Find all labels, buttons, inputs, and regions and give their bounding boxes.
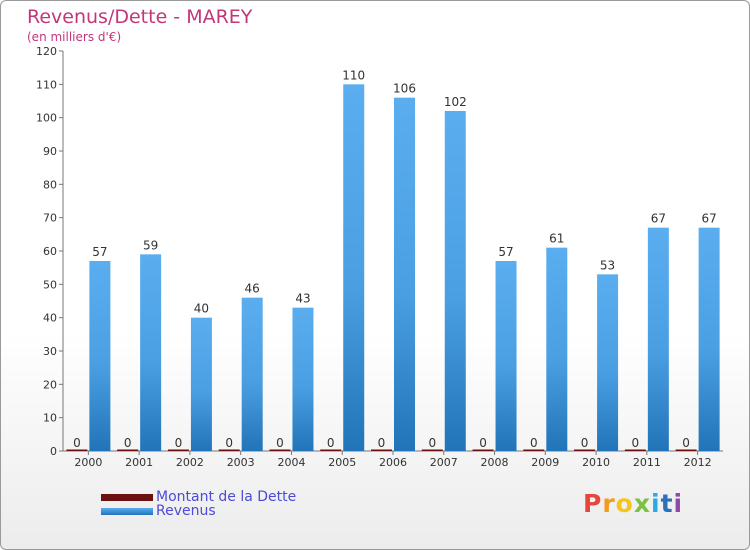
data-label-revenus: 106 <box>393 82 416 96</box>
bar-dette <box>371 449 392 451</box>
x-tick-label: 2001 <box>125 456 153 469</box>
data-label-dette: 0 <box>175 436 183 450</box>
data-label-revenus: 46 <box>245 282 260 296</box>
data-label-dette: 0 <box>225 436 233 450</box>
bar-dette <box>66 449 88 451</box>
data-label-dette: 0 <box>632 436 640 450</box>
bar-revenus <box>546 247 568 451</box>
bar-dette <box>574 449 596 451</box>
bar-revenus <box>140 254 162 451</box>
bar-revenus <box>444 111 466 451</box>
logo-letter: P <box>583 489 603 518</box>
x-tick-label: 2012 <box>684 456 712 469</box>
data-label-dette: 0 <box>479 436 487 450</box>
bar-revenus <box>597 274 619 451</box>
chart-title: Revenus/Dette - MAREY <box>27 6 253 28</box>
y-tick-label: 40 <box>43 312 57 325</box>
data-label-revenus: 67 <box>701 212 716 226</box>
data-label-dette: 0 <box>327 436 335 450</box>
bar-revenus <box>241 297 263 451</box>
data-label-dette: 0 <box>378 436 386 450</box>
bar-dette <box>218 449 240 451</box>
x-tick-label: 2004 <box>277 456 305 469</box>
logo-letter: i <box>651 489 661 518</box>
data-label-revenus: 57 <box>498 245 513 259</box>
bar-revenus <box>89 261 111 451</box>
chart-subtitle: (en milliers d'€) <box>27 30 122 44</box>
legend-swatch-revenus <box>101 507 153 515</box>
bar-revenus <box>495 261 517 451</box>
data-label-revenus: 67 <box>651 212 666 226</box>
bar-dette <box>421 449 443 451</box>
logo-letter: r <box>602 489 616 518</box>
data-label-dette: 0 <box>73 436 81 450</box>
legend-swatch-dette <box>101 493 153 501</box>
y-tick-label: 100 <box>36 112 57 125</box>
data-label-revenus: 53 <box>600 258 615 272</box>
x-tick-label: 2011 <box>633 456 661 469</box>
bar-dette <box>472 449 494 451</box>
bar-dette <box>167 449 189 451</box>
x-tick-label: 2005 <box>328 456 356 469</box>
y-tick-label: 10 <box>43 412 57 425</box>
legend-item-dette: Montant de la Dette <box>101 489 296 505</box>
x-tick-label: 2000 <box>74 456 102 469</box>
x-tick-label: 2010 <box>582 456 610 469</box>
bar-revenus <box>647 227 669 451</box>
y-tick-label: 0 <box>50 445 57 458</box>
legend-label-revenus: Revenus <box>156 503 216 519</box>
y-tick-label: 80 <box>43 178 57 191</box>
y-tick-label: 120 <box>36 45 57 58</box>
logo-letter: i <box>673 489 684 518</box>
data-label-revenus: 102 <box>444 95 467 109</box>
bar-revenus <box>394 97 415 452</box>
y-tick-label: 90 <box>43 145 57 158</box>
logo-letter: o <box>615 489 634 518</box>
x-tick-label: 2009 <box>531 456 559 469</box>
data-label-dette: 0 <box>530 436 538 450</box>
data-label-dette: 0 <box>124 436 132 450</box>
data-label-dette: 0 <box>276 436 284 450</box>
bar-revenus <box>698 227 720 451</box>
data-label-revenus: 59 <box>143 238 158 252</box>
bar-dette <box>675 449 697 451</box>
bar-revenus <box>292 307 314 451</box>
data-label-revenus: 110 <box>342 68 365 82</box>
y-tick-label: 20 <box>43 378 57 391</box>
y-tick-label: 30 <box>43 345 57 358</box>
proxiti-logo: Proxiti <box>583 489 683 518</box>
y-tick-label: 110 <box>36 78 57 91</box>
y-tick-label: 70 <box>43 212 57 225</box>
bar-dette <box>269 449 291 451</box>
x-tick-label: 2003 <box>227 456 255 469</box>
bar-revenus <box>343 84 365 451</box>
bar-revenus <box>190 317 212 451</box>
data-label-dette: 0 <box>682 436 690 450</box>
data-label-dette: 0 <box>581 436 589 450</box>
bar-dette <box>117 449 139 451</box>
x-tick-label: 2008 <box>481 456 509 469</box>
data-label-revenus: 57 <box>92 245 107 259</box>
data-label-revenus: 61 <box>549 232 564 246</box>
logo-letter: t <box>660 489 674 518</box>
x-tick-label: 2002 <box>176 456 204 469</box>
y-tick-label: 50 <box>43 278 57 291</box>
bar-dette <box>320 449 342 451</box>
x-tick-label: 2007 <box>430 456 458 469</box>
legend-item-revenus: Revenus <box>101 503 216 519</box>
bar-dette <box>624 449 646 451</box>
y-tick-label: 60 <box>43 245 57 258</box>
bar-dette <box>523 449 545 451</box>
data-label-revenus: 43 <box>295 292 310 306</box>
data-label-dette: 0 <box>428 436 436 450</box>
data-label-revenus: 40 <box>194 302 209 316</box>
x-tick-label: 2006 <box>379 456 407 469</box>
logo-letter: x <box>633 489 651 518</box>
legend-label-dette: Montant de la Dette <box>156 489 297 505</box>
